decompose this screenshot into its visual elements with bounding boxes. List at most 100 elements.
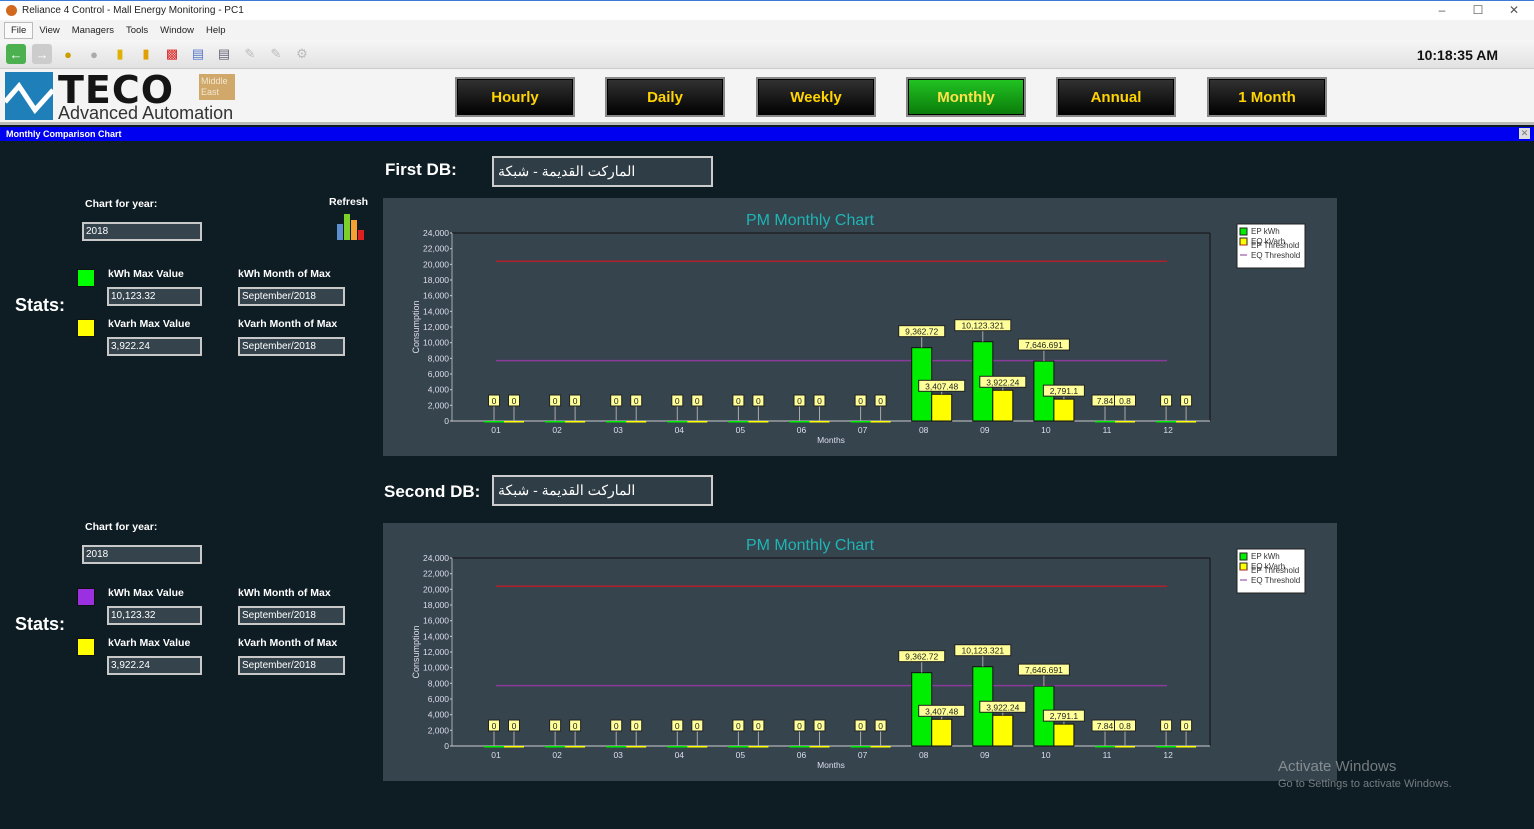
bar-ep-kwh [667, 746, 688, 748]
bar-eq-kvarh [565, 746, 586, 748]
chart-title: PM Monthly Chart [746, 537, 875, 554]
data-label-box [1160, 719, 1173, 732]
activation-watermark-title: Activate Windows [1278, 758, 1397, 775]
logo-tagline: Advanced Automation [58, 103, 234, 123]
period-daily-button[interactable]: Daily [605, 77, 725, 117]
bar-ep-kwh [1156, 421, 1177, 423]
data-label: 0 [736, 721, 741, 731]
data-label-box [488, 719, 500, 732]
x-tick-label: 04 [675, 425, 685, 435]
data-label-box [1042, 384, 1085, 397]
menu-managers[interactable]: Managers [71, 24, 114, 36]
chart-title: PM Monthly Chart [746, 212, 875, 229]
close-button[interactable]: ✕ [1508, 3, 1520, 17]
forward-icon[interactable]: → [32, 44, 52, 64]
report-icon[interactable]: ▮ [116, 46, 124, 61]
kwh-month-field[interactable]: September/2018 [238, 287, 345, 306]
first-db-label: First DB: [385, 160, 457, 179]
menu-window[interactable]: Window [160, 24, 194, 36]
data-label: 0 [695, 396, 700, 406]
edit2-icon[interactable]: ✎ [270, 46, 282, 61]
kvarh-month-field[interactable]: September/2018 [238, 337, 345, 356]
kwh-max-field[interactable]: 10,123.32 [107, 606, 202, 625]
remove-user-icon[interactable]: ● [90, 46, 98, 62]
kvarh-max-field[interactable]: 3,922.24 [107, 656, 202, 675]
data-label: 0 [675, 396, 680, 406]
menu-view[interactable]: View [39, 24, 60, 36]
menu-help[interactable]: Help [205, 24, 226, 36]
menu-tools[interactable]: Tools [125, 24, 149, 36]
maximize-button[interactable]: ☐ [1472, 3, 1484, 17]
bar-eq-kvarh [1053, 398, 1075, 422]
data-label-box [1160, 394, 1173, 407]
y-tick-label: 6,000 [428, 369, 450, 379]
add-user-icon[interactable]: ● [64, 46, 72, 62]
folder-report-icon[interactable]: ▮ [142, 46, 150, 61]
legend-swatch [1239, 227, 1248, 236]
subwindow-title: Monthly Comparison Chart [0, 127, 1534, 141]
period-hourly-button[interactable]: Hourly [455, 77, 575, 117]
data-label-box [732, 394, 745, 407]
data-label-box [854, 394, 867, 407]
kvarh-max-field[interactable]: 3,922.24 [107, 337, 202, 356]
kwh-max-field[interactable]: 10,123.32 [107, 287, 202, 306]
first-db-select[interactable]: الماركت القديمة - شبكة [492, 156, 713, 187]
kvarh-month-field[interactable]: September/2018 [238, 656, 345, 675]
year-input[interactable]: 2018 [82, 222, 202, 241]
minimize-button[interactable]: – [1438, 3, 1446, 17]
legend-entry: EQ Threshold [1251, 576, 1300, 585]
bar-eq-kvarh [1115, 745, 1135, 748]
data-label: 0 [817, 721, 822, 731]
data-label-box [979, 700, 1027, 713]
menu-file[interactable]: File [4, 21, 34, 39]
subwindow-close-button[interactable]: ✕ [1519, 128, 1530, 139]
period-monthly-button[interactable]: Monthly [906, 77, 1026, 117]
period-annual-button[interactable]: Annual [1056, 77, 1176, 117]
kwh-month-label: kWh Month of Max [238, 268, 331, 280]
data-label: 3,922.24 [986, 377, 1019, 387]
data-label: 0 [1164, 721, 1169, 731]
data-label: 0 [634, 396, 639, 406]
x-tick-label: 12 [1163, 425, 1173, 435]
period-1month-button[interactable]: 1 Month [1207, 77, 1327, 117]
edit-icon[interactable]: ✎ [244, 46, 256, 61]
data-label-box [898, 650, 946, 663]
title-bar: Reliance 4 Control - Mall Energy Monitor… [0, 0, 1534, 20]
data-label: 9,362.72 [905, 327, 938, 337]
data-label: 7.84 [1097, 721, 1114, 731]
legend-entry: EP Threshold [1251, 566, 1299, 575]
back-icon[interactable]: ← [6, 44, 26, 64]
x-tick-label: 06 [797, 750, 807, 760]
kvarh-month-label: kVarh Month of Max [238, 318, 338, 330]
bar-ep-kwh [1095, 420, 1115, 423]
bar-chart-icon[interactable]: ▩ [165, 46, 179, 61]
menu-bar: File View Managers Tools Window Help [0, 20, 1534, 40]
y-tick-label: 14,000 [423, 631, 449, 641]
x-tick-label: 09 [980, 750, 990, 760]
data-label-box [954, 319, 1012, 332]
print-preview-icon[interactable]: ▤ [217, 46, 231, 61]
settings-icon[interactable]: ⚙ [296, 46, 308, 61]
legend-entry: EP kWh [1251, 227, 1280, 236]
data-label: 0 [553, 396, 558, 406]
document-icon[interactable]: ▤ [191, 46, 205, 61]
period-weekly-button[interactable]: Weekly [756, 77, 876, 117]
kwh-month-field[interactable]: September/2018 [238, 606, 345, 625]
data-label: 0 [797, 721, 802, 731]
data-label: 7,646.691 [1025, 665, 1063, 675]
legend-entry: EP Threshold [1251, 241, 1299, 250]
data-label-box [630, 394, 643, 407]
bar-ep-kwh [850, 746, 871, 748]
data-label: 0 [492, 396, 497, 406]
data-label-box [1017, 338, 1070, 351]
y-tick-label: 18,000 [423, 600, 449, 610]
legend-swatch [1239, 237, 1248, 246]
x-tick-label: 03 [613, 750, 623, 760]
second-db-select[interactable]: الماركت القديمة - شبكة [492, 475, 713, 506]
data-label-box [793, 719, 806, 732]
refresh-chart-icon[interactable] [336, 212, 368, 240]
data-label: 0 [512, 396, 517, 406]
bar-eq-kvarh [748, 746, 769, 748]
year-input[interactable]: 2018 [82, 545, 202, 564]
bar-eq-kvarh [931, 393, 953, 422]
